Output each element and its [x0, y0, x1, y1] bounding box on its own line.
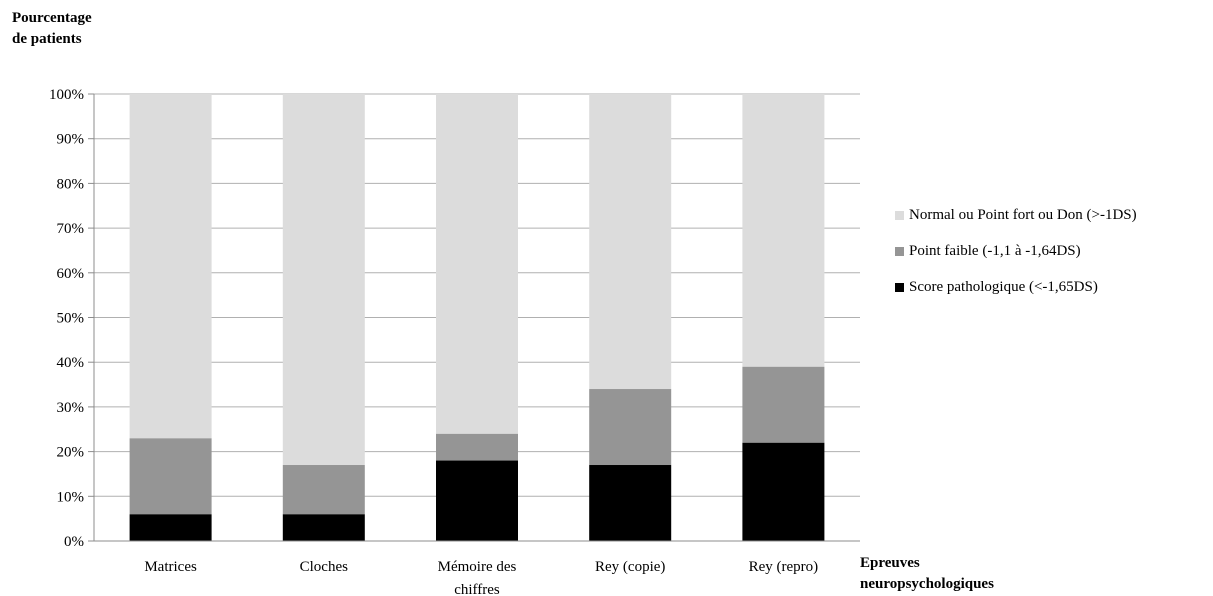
y-tick-label: 100% [49, 87, 84, 103]
y-axis-title-line-1: Pourcentage [12, 10, 92, 26]
bar-segment [129, 514, 212, 541]
x-axis-title: Epreuves neuropsychologiques [860, 553, 994, 595]
x-tick-label: Cloches [300, 559, 348, 575]
x-tick-label: Rey (copie) [595, 559, 665, 575]
bar-segment [742, 94, 825, 367]
bar-segment [436, 460, 518, 541]
legend-swatch [895, 282, 904, 292]
bar-segment [589, 389, 672, 466]
bar-segment [129, 438, 212, 515]
y-tick-label: 80% [57, 176, 85, 192]
bar-segment [742, 442, 825, 541]
y-tick-label: 60% [57, 266, 85, 282]
bar-segment [436, 433, 518, 461]
y-tick-label: 50% [57, 311, 85, 327]
x-axis-title-line-2: neuropsychologiques [860, 576, 994, 592]
bar-segment [742, 366, 825, 443]
x-tick-label: Rey (repro) [749, 559, 819, 575]
bar-segment [282, 465, 365, 515]
legend-label: Normal ou Point fort ou Don (>-1DS) [909, 206, 1137, 223]
legend-label: Score pathologique (<-1,65DS) [909, 278, 1098, 295]
legend-item: Point faible (-1,1 à -1,64DS) [895, 241, 1137, 261]
legend-swatch [895, 246, 904, 256]
legend-item: Normal ou Point fort ou Don (>-1DS) [895, 205, 1137, 225]
chart-legend: Normal ou Point fort ou Don (>-1DS) Point… [895, 205, 1137, 313]
legend-label: Point faible (-1,1 à -1,64DS) [909, 242, 1081, 259]
bar-segment [282, 94, 365, 466]
bar-segment [436, 94, 518, 434]
y-axis-title-line-2: de patients [12, 31, 82, 47]
y-tick-label: 0% [64, 534, 84, 550]
y-tick-label: 20% [57, 445, 85, 461]
bar-segment [589, 465, 672, 541]
legend-swatch [895, 210, 904, 220]
bar-segment [282, 514, 365, 541]
bar-segment [129, 94, 212, 439]
y-tick-label: 40% [57, 355, 85, 371]
x-tick-label: chiffres [454, 582, 500, 596]
y-tick-label: 90% [57, 132, 85, 148]
x-axis-title-line-1: Epreuves [860, 555, 920, 571]
y-axis-title: Pourcentage de patients [12, 8, 92, 50]
x-tick-label: Mémoire des [438, 559, 517, 575]
y-tick-label: 70% [57, 221, 85, 237]
x-tick-label: Matrices [144, 559, 197, 575]
bar-segment [589, 94, 672, 390]
legend-item: Score pathologique (<-1,65DS) [895, 277, 1137, 297]
y-tick-label: 10% [57, 489, 85, 505]
y-tick-label: 30% [57, 400, 85, 416]
